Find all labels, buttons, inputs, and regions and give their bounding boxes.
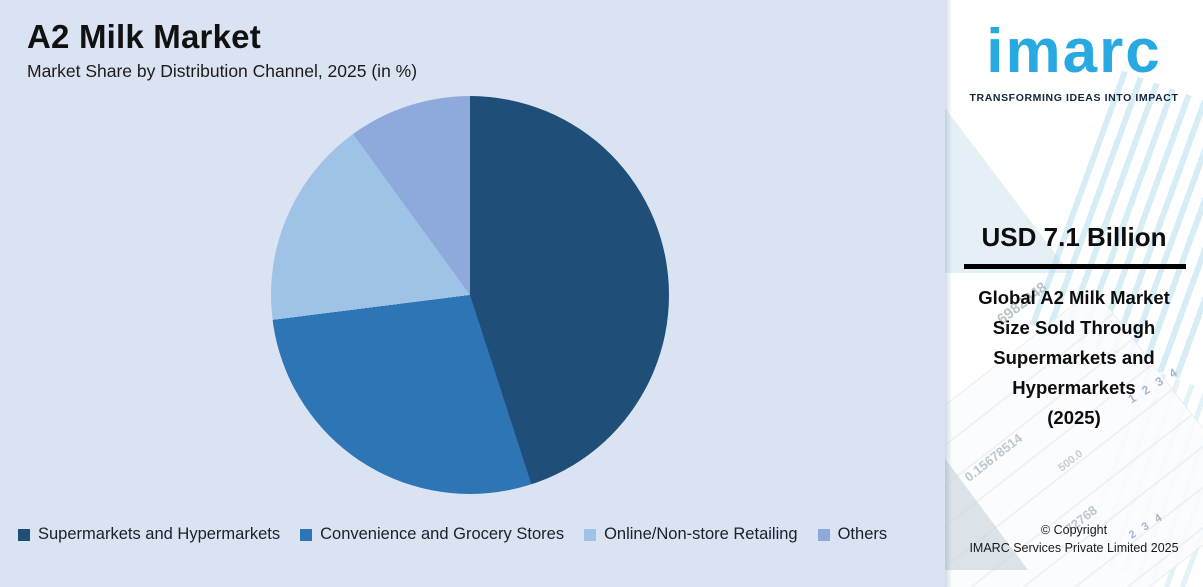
chart-area: A2 Milk Market Market Share by Distribut… (18, 18, 887, 544)
legend-item-online: Online/Non-store Retailing (584, 525, 798, 544)
legend-swatch-convenience (300, 528, 313, 541)
stat-value: USD 7.1 Billion (981, 222, 1167, 252)
legend-item-supermarkets: Supermarkets and Hypermarkets (18, 525, 280, 544)
info-panel: 6982048 0.15678514 72768 1 2 3 4 500.0 2… (945, 0, 1203, 587)
imarc-logo: imarc TRANSFORMING IDEAS INTO IMPACT (945, 14, 1203, 104)
legend-label: Others (837, 525, 888, 543)
copyright-notice: © Copyright IMARC Services Private Limit… (969, 523, 1179, 555)
chart-subtitle: Market Share by Distribution Channel, 20… (27, 61, 418, 81)
legend-swatch-supermarkets (18, 528, 30, 541)
panel-content: imarc TRANSFORMING IDEAS INTO IMPACT USD… (945, 0, 1203, 587)
legend-swatch-online (584, 528, 597, 541)
stat-divider (964, 264, 1186, 269)
pie-chart (271, 96, 669, 494)
imarc-logo-text: imarc (986, 17, 1162, 86)
legend-swatch-others (817, 528, 830, 541)
stat-description: Global A2 Milk Market Size Sold Through … (978, 287, 1170, 428)
legend: Supermarkets and Hypermarkets Convenienc… (18, 525, 887, 544)
page-title: A2 Milk Market (27, 18, 261, 55)
legend-label: Online/Non-store Retailing (604, 525, 798, 543)
imarc-logo-tagline: TRANSFORMING IDEAS INTO IMPACT (969, 92, 1179, 104)
legend-label: Supermarkets and Hypermarkets (38, 525, 281, 543)
legend-label: Convenience and Grocery Stores (320, 525, 565, 543)
legend-item-convenience: Convenience and Grocery Stores (300, 525, 564, 544)
legend-item-others: Others (817, 525, 888, 544)
